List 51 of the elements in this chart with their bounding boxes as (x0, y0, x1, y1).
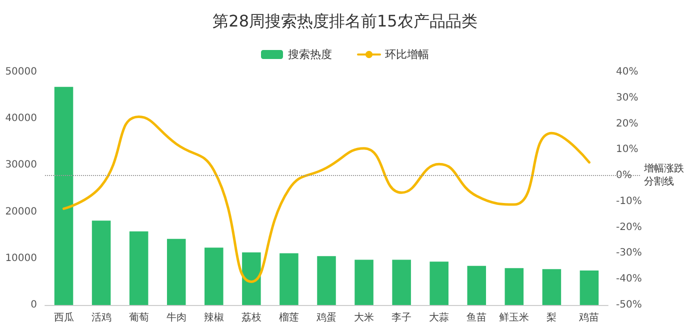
y-tick-label: 10000 (5, 252, 37, 264)
x-tick-label: 大蒜 (429, 312, 450, 324)
bar (392, 260, 411, 305)
y2-tick-label: 40% (616, 66, 638, 78)
y-tick-label: 0 (30, 300, 37, 310)
chart-title: 第28周搜索热度排名前15农产品品类 (212, 12, 478, 30)
ref-line-label: 增幅涨跌分割线 (643, 162, 684, 188)
x-tick-label: 荔枝 (241, 312, 262, 324)
y2-tick-label: -20% (616, 222, 642, 233)
bar (504, 268, 524, 305)
bar (242, 252, 261, 305)
line-series (62, 116, 590, 283)
y2-tick-label: -10% (616, 196, 642, 207)
bar (317, 256, 336, 305)
y2-tick-label: -50% (616, 300, 642, 310)
bar (467, 266, 486, 305)
y-tick-label: 40000 (5, 113, 37, 124)
legend-label: 搜索热度 (288, 48, 332, 61)
bar (129, 231, 148, 305)
y-tick-label: 20000 (5, 206, 37, 218)
bar (580, 270, 599, 305)
x-tick-label: 鸡苗 (578, 312, 600, 324)
bar (280, 253, 298, 305)
y2-tick-label: 20% (616, 118, 638, 130)
y-tick-label: 30000 (5, 160, 37, 171)
x-tick-label: 大米 (354, 312, 374, 324)
y2-tick-label: -30% (616, 248, 642, 259)
x-tick-label: 鸡蛋 (316, 312, 336, 324)
x-tick-label: 西瓜 (54, 312, 74, 324)
legend-label: 环比增幅 (385, 48, 429, 61)
y2-tick-label: 30% (616, 92, 638, 104)
x-tick-label: 鱼苗 (466, 312, 487, 324)
y2-tick-label: 0% (616, 170, 632, 182)
y-tick-label: 50000 (5, 66, 37, 78)
y2-tick-label: -40% (616, 274, 642, 285)
bar (542, 269, 562, 305)
x-tick-label: 李子 (392, 312, 412, 324)
x-tick-label: 榴莲 (278, 312, 299, 324)
x-tick-label: 梨 (546, 312, 557, 324)
bar (430, 262, 448, 305)
x-tick-label: 活鸡 (91, 312, 112, 324)
x-tick-label: 牛肉 (166, 312, 186, 324)
bar (166, 238, 186, 305)
x-tick-label: 辣椒 (204, 312, 224, 324)
x-tick-label: 鲜玉米 (499, 312, 530, 324)
bar (204, 248, 224, 305)
x-tick-label: 葡萄 (128, 312, 149, 324)
bar (54, 86, 74, 305)
bar (354, 260, 374, 305)
bar (92, 220, 111, 305)
y2-tick-label: 10% (616, 144, 638, 156)
